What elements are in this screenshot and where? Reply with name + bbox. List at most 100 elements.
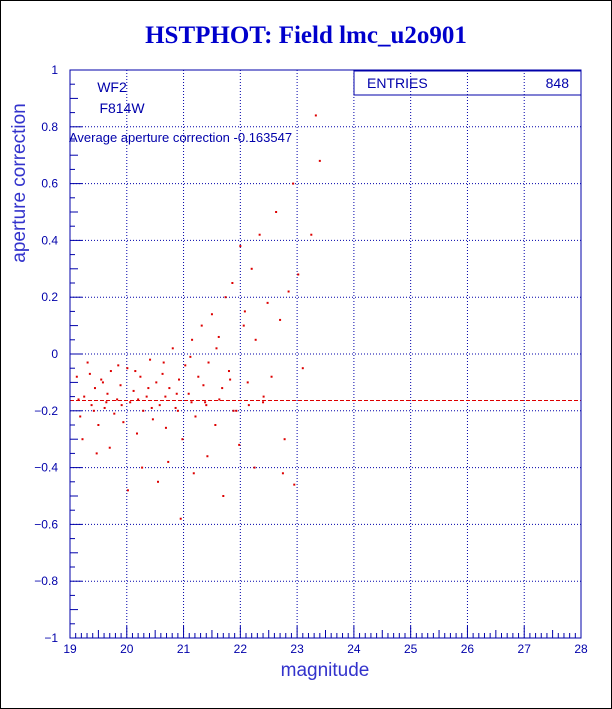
data-point — [157, 480, 160, 483]
data-point — [103, 406, 106, 409]
data-point — [106, 392, 109, 395]
data-point — [75, 375, 78, 378]
data-point — [92, 409, 95, 412]
data-point — [314, 114, 317, 117]
y-tick-label: −1 — [44, 631, 58, 645]
data-point — [97, 424, 100, 426]
stats-box-frame — [353, 70, 582, 96]
axis-ticks — [69, 69, 582, 639]
data-point — [135, 432, 138, 435]
data-point — [192, 472, 195, 475]
data-point — [217, 335, 220, 338]
x-tick-label: 27 — [518, 642, 532, 656]
data-point — [258, 233, 261, 236]
data-point — [119, 384, 122, 387]
x-tick-label: 24 — [347, 642, 361, 656]
data-point — [126, 367, 129, 370]
data-point — [202, 384, 205, 387]
stats-box: ENTRIES 848 — [353, 70, 582, 96]
data-point — [147, 387, 150, 390]
data-point — [221, 387, 224, 390]
data-point — [79, 415, 82, 418]
data-point — [214, 424, 217, 426]
data-point — [155, 381, 158, 384]
data-point — [95, 452, 98, 455]
y-tick-labels: −1 −0.8 −0.6 −0.4 −0.2 0 0.2 0.4 0.6 0.8 1 — [34, 63, 58, 645]
data-point — [162, 361, 165, 364]
data-point — [161, 372, 164, 375]
y-tick-label: −0.6 — [34, 517, 58, 531]
data-point — [250, 267, 253, 270]
stats-label: ENTRIES — [367, 75, 428, 91]
y-tick-label: 0 — [51, 347, 58, 361]
data-point — [246, 381, 249, 384]
data-point — [83, 395, 86, 398]
data-point — [187, 392, 190, 395]
data-point — [279, 318, 282, 321]
data-point — [150, 406, 153, 409]
data-point — [207, 361, 210, 364]
data-point — [174, 406, 177, 409]
data-point — [210, 313, 213, 316]
data-point — [86, 361, 89, 364]
data-point — [132, 389, 135, 392]
data-point — [281, 472, 284, 475]
data-point — [287, 290, 290, 293]
x-tick-label: 23 — [290, 642, 304, 656]
data-point — [191, 338, 194, 341]
data-point — [145, 395, 148, 398]
data-point — [229, 378, 232, 381]
y-tick-label: 0.8 — [41, 120, 58, 134]
data-point — [90, 404, 93, 407]
data-point — [243, 310, 246, 313]
data-point — [184, 364, 187, 367]
data-point — [117, 364, 120, 367]
data-point — [181, 438, 184, 441]
data-point — [178, 378, 181, 381]
data-point — [120, 404, 123, 407]
data-point — [194, 415, 197, 418]
x-axis-label: magnitude — [281, 660, 370, 681]
data-point — [292, 182, 295, 185]
data-point — [77, 398, 80, 401]
data-points — [75, 114, 321, 520]
data-point — [247, 404, 250, 407]
y-tick-label: −0.4 — [34, 461, 58, 475]
data-point — [129, 401, 132, 404]
data-point — [190, 401, 193, 404]
x-tick-label: 25 — [404, 642, 418, 656]
data-point — [88, 372, 91, 375]
data-point — [200, 324, 203, 327]
data-point — [164, 426, 167, 429]
data-point — [318, 159, 321, 162]
y-tick-label: 0.4 — [41, 233, 58, 247]
data-point — [141, 466, 144, 469]
x-tick-label: 20 — [120, 642, 134, 656]
data-point — [134, 370, 137, 373]
data-point — [108, 446, 111, 449]
data-point — [232, 409, 235, 412]
data-point — [224, 296, 227, 299]
data-point — [93, 387, 96, 390]
data-point — [197, 375, 200, 378]
data-point — [105, 401, 108, 404]
chip-label: WF2 — [97, 79, 127, 95]
data-point — [81, 438, 84, 441]
data-point — [167, 460, 170, 463]
data-point — [109, 370, 112, 373]
data-point — [116, 398, 119, 401]
data-point — [242, 324, 245, 327]
data-point — [262, 401, 265, 404]
grid — [70, 70, 581, 638]
data-point — [293, 483, 296, 486]
average-annotation: Average aperture correction -0.163547 — [69, 130, 292, 145]
data-point — [176, 409, 179, 412]
data-point — [239, 245, 242, 248]
data-point — [175, 392, 178, 395]
data-point — [100, 378, 103, 381]
data-point — [126, 489, 129, 492]
data-point — [297, 273, 300, 276]
data-point — [218, 398, 221, 401]
data-point — [215, 347, 218, 350]
data-point — [113, 412, 116, 415]
